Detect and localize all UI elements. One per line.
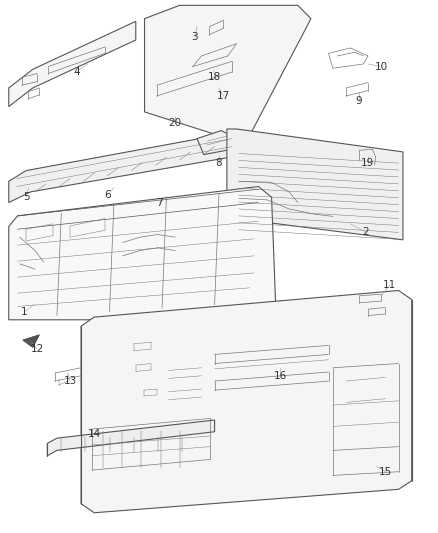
Text: 8: 8 bbox=[215, 158, 223, 167]
Text: 10: 10 bbox=[374, 62, 388, 71]
Text: 6: 6 bbox=[104, 190, 111, 199]
Text: 2: 2 bbox=[362, 227, 369, 237]
Text: 3: 3 bbox=[191, 33, 198, 42]
Text: 1: 1 bbox=[21, 307, 28, 317]
Text: 15: 15 bbox=[379, 467, 392, 477]
Polygon shape bbox=[47, 420, 215, 456]
Text: 5: 5 bbox=[23, 192, 30, 202]
Text: 19: 19 bbox=[361, 158, 374, 167]
Polygon shape bbox=[197, 131, 237, 155]
Polygon shape bbox=[81, 290, 412, 513]
Text: 17: 17 bbox=[217, 91, 230, 101]
Text: 20: 20 bbox=[169, 118, 182, 127]
Text: 9: 9 bbox=[356, 96, 363, 106]
Polygon shape bbox=[9, 187, 276, 320]
Text: 18: 18 bbox=[208, 72, 221, 82]
Text: 14: 14 bbox=[88, 430, 101, 439]
Polygon shape bbox=[145, 5, 311, 144]
Polygon shape bbox=[227, 129, 403, 240]
Text: 11: 11 bbox=[383, 280, 396, 290]
Text: 7: 7 bbox=[156, 198, 163, 207]
Text: 13: 13 bbox=[64, 376, 77, 386]
Text: 16: 16 bbox=[274, 371, 287, 381]
Polygon shape bbox=[9, 21, 136, 107]
Polygon shape bbox=[23, 335, 39, 348]
Text: 4: 4 bbox=[73, 67, 80, 77]
Text: 12: 12 bbox=[31, 344, 44, 354]
Polygon shape bbox=[9, 131, 250, 203]
